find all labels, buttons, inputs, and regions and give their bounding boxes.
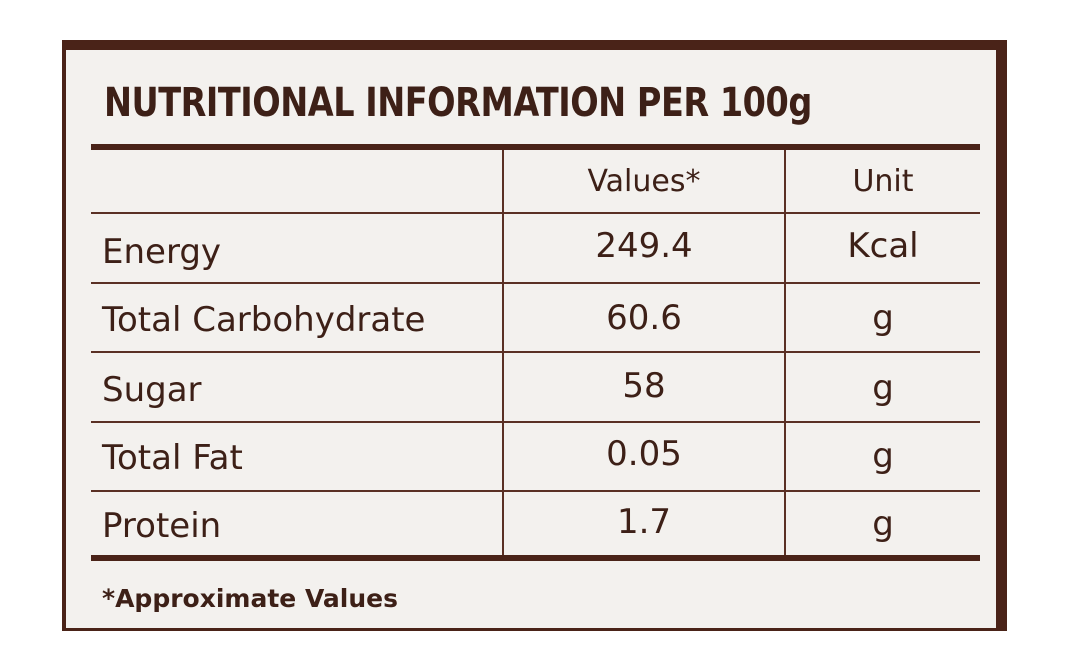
- nutrient-value: 60.6: [606, 298, 682, 338]
- header-unit: Unit: [852, 164, 914, 199]
- nutrient-value: 0.05: [606, 434, 682, 474]
- footnote: *Approximate Values: [102, 584, 398, 613]
- nutrient-unit: g: [872, 298, 894, 338]
- row-divider: [91, 490, 980, 492]
- nutrient-unit: Kcal: [847, 226, 919, 266]
- column-divider-values: [502, 150, 504, 558]
- nutrient-value: 1.7: [616, 502, 672, 542]
- nutrient-name: Protein: [102, 506, 222, 546]
- title-divider: [91, 144, 980, 150]
- nutrient-unit: g: [872, 504, 894, 544]
- column-divider-unit: [784, 150, 786, 558]
- label-title: NUTRITIONAL INFORMATION PER 100g: [104, 80, 812, 126]
- nutrient-name: Total Fat: [102, 438, 243, 478]
- nutrient-name: Total Carbohydrate: [102, 300, 426, 340]
- row-divider: [91, 212, 980, 214]
- nutrient-name: Energy: [102, 232, 222, 272]
- nutrient-unit: g: [872, 368, 894, 408]
- row-divider: [91, 282, 980, 284]
- nutrient-value: 249.4: [595, 226, 693, 266]
- nutrient-unit: g: [872, 436, 894, 476]
- nutrition-label: NUTRITIONAL INFORMATION PER 100g Values*…: [66, 50, 996, 628]
- row-divider: [91, 351, 980, 353]
- nutrient-name: Sugar: [102, 370, 202, 410]
- nutrient-value: 58: [622, 366, 666, 406]
- row-divider: [91, 421, 980, 423]
- header-values: Values*: [587, 164, 701, 199]
- table-bottom-rule: [91, 555, 980, 561]
